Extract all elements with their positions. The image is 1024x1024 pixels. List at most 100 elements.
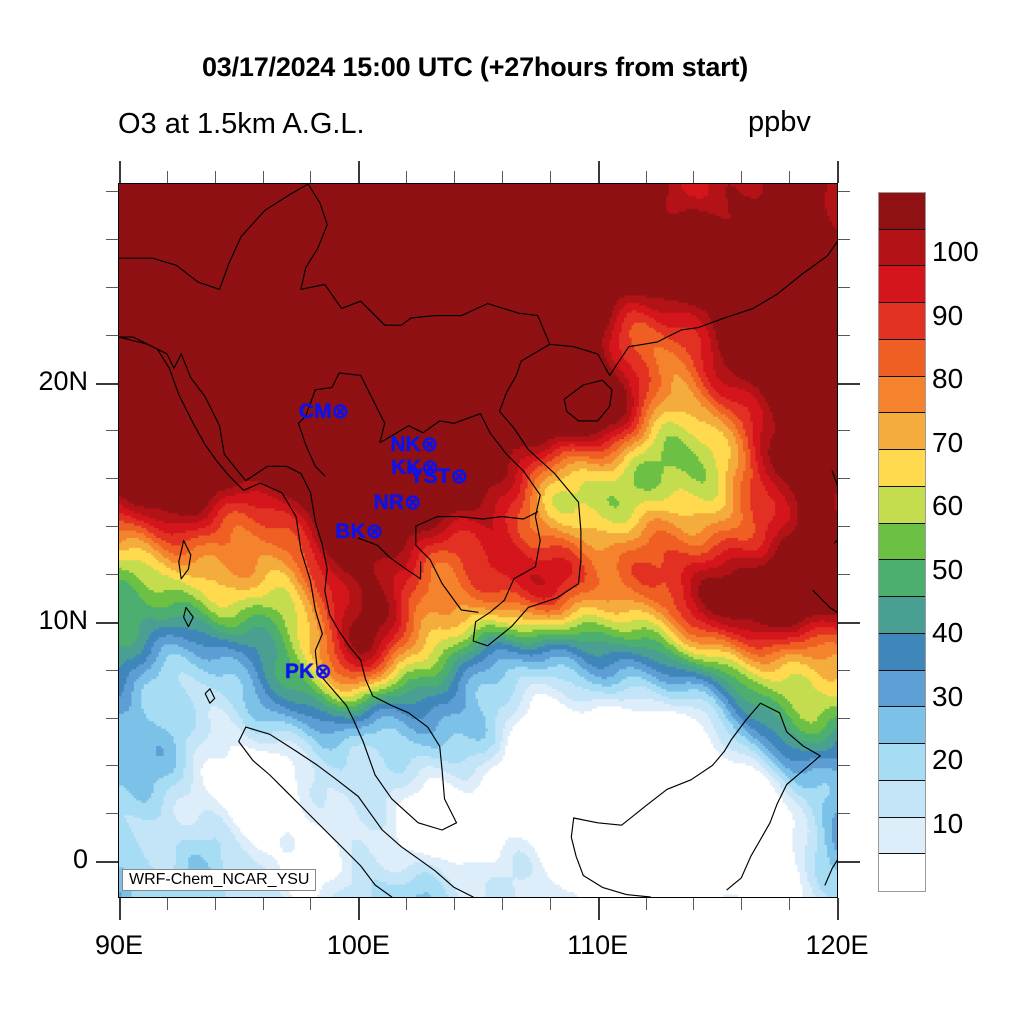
o3-contour-field [119, 184, 837, 897]
y-tick-left [106, 239, 118, 241]
y-axis-label: 10N [38, 604, 88, 635]
colorbar-band [879, 193, 925, 230]
x-tick-top [645, 171, 647, 183]
colorbar-tick-label: 20 [932, 744, 964, 776]
x-axis-label: 90E [94, 930, 144, 960]
x-axis-label: 120E [805, 930, 869, 960]
circle-x-icon: ⊗ [450, 465, 469, 489]
y-tick-right [838, 765, 850, 767]
colorbar-tick-label: 40 [932, 617, 964, 649]
station-marker-yst[interactable]: YST⊗ [410, 466, 468, 487]
model-watermark: WRF-Chem_NCAR_YSU [122, 869, 317, 891]
colorbar-band [879, 339, 925, 377]
circle-x-icon: ⊗ [421, 456, 440, 479]
colorbar-band [879, 376, 925, 414]
colorbar-band [879, 450, 925, 487]
x-tick-bottom [597, 898, 600, 920]
x-tick-top [741, 171, 743, 183]
y-tick-left [106, 478, 118, 480]
x-tick-bottom [693, 898, 695, 910]
y-tick-right [838, 573, 850, 575]
circle-x-icon: ⊗ [420, 432, 439, 456]
station-label: KK [391, 456, 422, 479]
x-tick-bottom [214, 898, 216, 910]
x-axis-label: 100E [326, 930, 390, 960]
colorbar-tick-label: 100 [932, 236, 979, 268]
colorbar-tick-label: 80 [932, 363, 964, 395]
y-tick-right [838, 669, 850, 671]
colorbar-tick-label: 30 [932, 680, 964, 712]
colorbar-tick-label: 70 [932, 426, 964, 458]
x-axis-label: 110E [567, 930, 629, 960]
colorbar-band [879, 560, 925, 598]
y-tick-right [838, 813, 850, 815]
x-tick-top [262, 171, 264, 183]
y-tick-right [838, 191, 850, 193]
colorbar-band [879, 817, 925, 855]
figure-title: 03/17/2024 15:00 UTC (+27hours from star… [201, 52, 749, 82]
y-tick-right [838, 478, 850, 480]
x-tick-bottom [119, 898, 121, 920]
y-tick-left [106, 526, 118, 528]
y-tick-left [106, 813, 118, 815]
colorbar-tick-label: 50 [932, 553, 964, 585]
colorbar-band [879, 854, 925, 891]
x-tick-top [501, 171, 503, 183]
x-tick-bottom [789, 898, 791, 910]
x-tick-bottom [406, 898, 408, 910]
x-tick-bottom [741, 898, 743, 910]
y-tick-left [106, 430, 118, 432]
station-marker-bk[interactable]: BK⊗ [335, 521, 383, 542]
y-tick-right [838, 621, 860, 624]
x-tick-top [406, 171, 408, 183]
colorbar-band [879, 670, 925, 708]
station-label: PK [285, 660, 315, 684]
colorbar-band [879, 303, 925, 340]
y-tick-left [106, 573, 118, 575]
y-tick-right [838, 430, 850, 432]
y-tick-right [838, 861, 860, 864]
station-marker-nk[interactable]: NK⊗ [390, 434, 438, 455]
x-tick-top [119, 161, 121, 183]
x-tick-top [310, 171, 312, 183]
colorbar-band [879, 229, 925, 267]
y-tick-right [838, 239, 850, 241]
y-tick-left [106, 334, 118, 336]
y-tick-left [106, 191, 118, 193]
x-tick-top [789, 171, 791, 183]
x-tick-bottom [837, 898, 839, 920]
x-tick-bottom [454, 898, 456, 910]
y-tick-left [96, 861, 118, 864]
colorbar [878, 192, 926, 892]
station-marker-kk[interactable]: KK⊗ [391, 457, 439, 478]
x-tick-top [693, 171, 695, 183]
y-tick-right [838, 286, 850, 288]
colorbar-units-label: ppbv [748, 106, 811, 138]
y-tick-left [96, 621, 118, 624]
station-label: NR [373, 490, 404, 514]
y-axis-label: 0 [72, 844, 88, 875]
y-tick-left [106, 717, 118, 719]
x-tick-top [358, 161, 361, 183]
station-marker-nr[interactable]: NR⊗ [374, 492, 422, 513]
x-tick-top [837, 161, 839, 183]
station-label: YST [409, 465, 451, 489]
colorbar-band [879, 780, 925, 818]
circle-x-icon: ⊗ [331, 399, 350, 423]
y-tick-left [106, 765, 118, 767]
circle-x-icon: ⊗ [403, 490, 422, 514]
x-tick-bottom [645, 898, 647, 910]
y-axis-label: 20N [38, 365, 88, 396]
y-tick-right [838, 334, 850, 336]
station-marker-cm[interactable]: CM⊗ [299, 401, 349, 422]
colorbar-band [879, 266, 925, 304]
y-tick-left [96, 382, 118, 385]
colorbar-tick-label: 90 [932, 299, 964, 331]
x-tick-bottom [310, 898, 312, 910]
station-marker-pk[interactable]: PK⊗ [285, 661, 332, 682]
colorbar-band [879, 707, 925, 745]
colorbar-band [879, 523, 925, 561]
x-tick-bottom [358, 898, 361, 920]
x-tick-bottom [501, 898, 503, 910]
